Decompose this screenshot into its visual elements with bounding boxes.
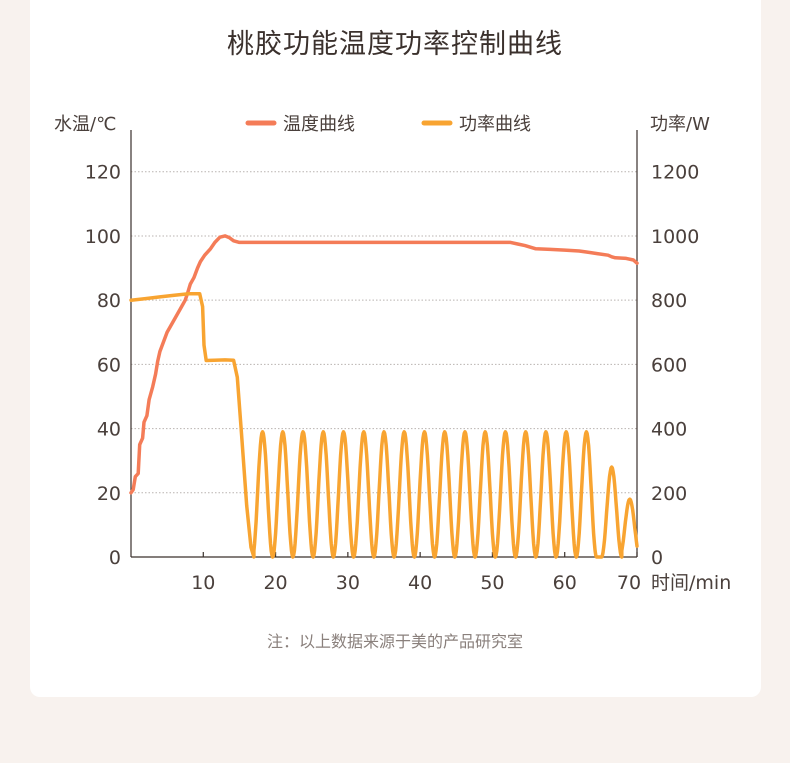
y-left-tick-label: 80 bbox=[97, 290, 121, 312]
x-tick-label: 30 bbox=[336, 572, 360, 594]
y-right-tick-label: 1000 bbox=[651, 226, 699, 248]
legend-label-temperature: 温度曲线 bbox=[283, 114, 355, 135]
y-left-tick-label: 0 bbox=[109, 547, 121, 569]
x-tick-label: 10 bbox=[191, 572, 215, 594]
y-right-tick-label: 400 bbox=[651, 419, 687, 441]
x-tick-label: 60 bbox=[553, 572, 577, 594]
y-left-axis-label: 水温/℃ bbox=[54, 114, 116, 135]
y-right-tick-label: 800 bbox=[651, 290, 687, 312]
y-left-tick-label: 120 bbox=[85, 162, 121, 184]
chart-card bbox=[30, 0, 761, 697]
temperature-series-line bbox=[129, 234, 639, 495]
y-right-tick-label: 0 bbox=[651, 547, 663, 569]
x-tick-label: 50 bbox=[480, 572, 504, 594]
legend-label-power: 功率曲线 bbox=[459, 114, 531, 135]
y-left-tick-label: 100 bbox=[85, 226, 121, 248]
y-right-axis-label: 功率/W bbox=[650, 114, 710, 135]
y-left-tick-label: 20 bbox=[97, 483, 121, 505]
y-left-tick-label: 60 bbox=[97, 354, 121, 376]
x-tick-label: 40 bbox=[408, 572, 432, 594]
x-tick-label: 70 bbox=[617, 572, 641, 594]
y-right-tick-label: 200 bbox=[651, 483, 687, 505]
power-series-line bbox=[129, 291, 639, 559]
chart-title: 桃胶功能温度功率控制曲线 bbox=[227, 29, 563, 60]
y-right-tick-label: 600 bbox=[651, 354, 687, 376]
x-tick-label: 20 bbox=[263, 572, 287, 594]
y-left-tick-label: 40 bbox=[97, 419, 121, 441]
x-axis-unit-label: 时间/min bbox=[651, 572, 731, 594]
chart-footnote: 注：以上数据来源于美的产品研究室 bbox=[266, 632, 523, 651]
y-right-tick-label: 1200 bbox=[651, 162, 699, 184]
